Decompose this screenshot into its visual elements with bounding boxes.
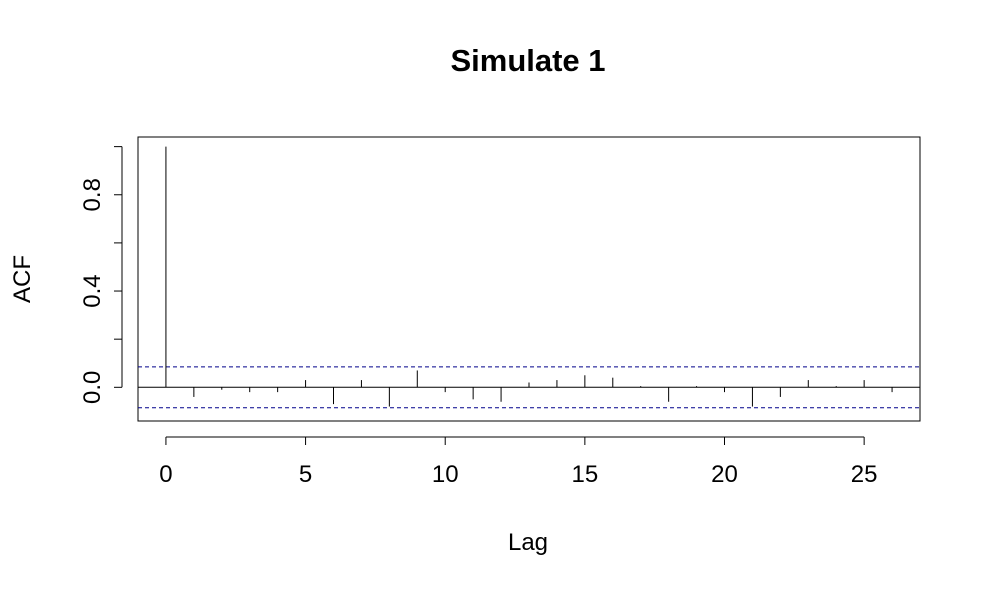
plot-frame [137,136,921,422]
y-tick-label-1: 0.4 [79,274,106,307]
y-axis-label: ACF [9,255,36,303]
y-axis: 0.0 0.4 0.8 [79,146,123,404]
y-tick-label-2: 0.8 [79,178,106,211]
y-tick-label-0: 0.0 [79,371,106,404]
x-tick-label-0: 0 [159,461,172,488]
x-tick-label-5: 25 [851,461,878,488]
x-tick-label-4: 20 [711,461,738,488]
chart-title: Simulate 1 [450,43,605,78]
acf-bars [165,146,893,407]
x-axis: 0 5 10 15 20 25 [159,436,878,488]
x-tick-label-3: 15 [572,461,599,488]
x-tick-label-1: 5 [299,461,312,488]
x-axis-label: Lag [508,529,548,556]
x-tick-label-2: 10 [432,461,459,488]
